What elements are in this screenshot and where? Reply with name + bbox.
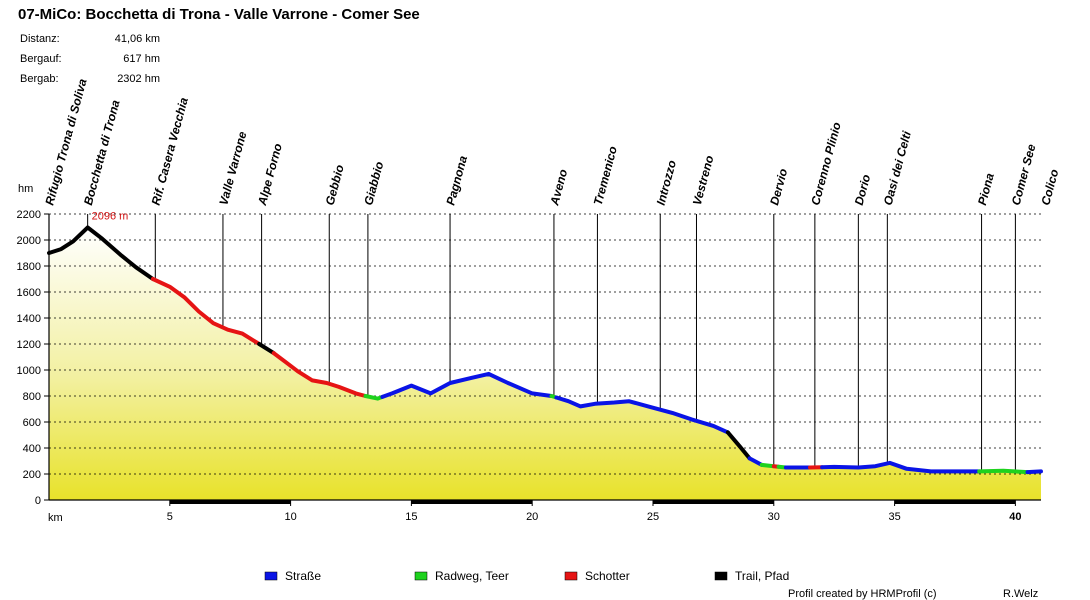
waypoint-label: Comer See [1009,142,1039,206]
legend-swatch-trail [714,571,728,581]
x-tick-label: 30 [768,511,780,523]
profile-segment [271,351,368,398]
waypoint-label: Piona [975,171,997,206]
legend-label-trail: Trail, Pfad [735,569,789,583]
waypoint-label: Dorio [852,173,874,207]
waypoint-label: Bocchetta di Trona [81,98,123,207]
legend-item-radweg: Radweg, Teer [414,569,509,583]
y-tick-label: 1000 [17,365,41,377]
profile-area [49,227,1041,500]
profile-segment [725,430,752,461]
chart-title: 07-MiCo: Bocchetta di Trona - Valle Varr… [18,6,420,23]
waypoint-label: Tremenico [591,145,620,207]
x-axis-label: km [48,512,63,524]
profile-segment [150,277,262,346]
y-tick-label: 600 [23,417,41,429]
legend-swatch-radweg [414,571,428,581]
legend-label-schotter: Schotter [585,569,630,583]
stat-descent-value: 2302 hm [117,73,160,85]
profile-segment [554,395,730,435]
x-axis-band [652,500,774,504]
profile-segment [1025,469,1043,475]
profile-segment [380,371,554,399]
profile-segment [759,462,776,469]
waypoint-label: Aveno [547,168,570,208]
profile-segment [820,460,982,474]
x-axis-band [411,500,533,504]
x-tick-label: 25 [647,511,659,523]
waypoint-lines [87,214,1016,472]
axes: 5 10 15 20 25 30 35 40 [48,214,1041,523]
stat-distance-value: 41,06 km [115,33,160,45]
legend: Straße Radweg, Teer Schotter Trail, Pfad [264,569,789,583]
legend-item-schotter: Schotter [564,569,630,583]
legend-item-trail: Trail, Pfad [714,569,789,583]
max-elevation-label: 2096 m [92,211,129,223]
waypoint-label: Valle Varrone [216,130,249,207]
stat-distance-label: Distanz: [20,33,60,45]
x-tick-label: 5 [167,511,173,523]
legend-swatch-strasse [264,571,278,581]
y-tick-label: 1600 [17,287,41,299]
waypoint-label: Vestreno [690,154,717,207]
author-text: R.Welz [1003,588,1038,600]
waypoint-label: Dervio [767,167,790,207]
x-axis-band [894,500,1016,504]
profile-segment [363,394,385,401]
y-tick-label: 1400 [17,313,41,325]
legend-item-strasse: Straße [264,569,321,583]
legend-label-radweg: Radweg, Teer [435,569,509,583]
x-tick-label: 20 [526,511,538,523]
profile-fill [49,227,1041,500]
waypoint-label: Rifugio Trona di Soliva [42,77,89,207]
y-tick-label: 1800 [17,261,41,273]
credit-text: Profil created by HRMProfil (c) [788,588,937,600]
x-tick-label: 10 [284,511,296,523]
y-axis-label: hm [18,183,33,195]
legend-swatch-schotter [564,571,578,581]
y-tick-label: 1200 [17,339,41,351]
profile-segment [47,225,155,281]
y-tick-label: 800 [23,391,41,403]
y-tick-label: 400 [23,443,41,455]
waypoint-label: Gebbio [323,163,347,207]
waypoint-label: Alpe Forno [255,142,285,208]
profile-line [47,225,1043,475]
y-tick-label: 2000 [17,235,41,247]
stat-descent-label: Bergab: [20,73,59,85]
legend-label-strasse: Straße [285,569,321,583]
x-tick-label: 15 [405,511,417,523]
waypoint-label: Introzzo [654,159,679,207]
profile-segment [977,468,1030,475]
profile-segment [747,456,764,467]
x-tick-label: 40 [1009,511,1021,523]
y-tick-label: 200 [23,469,41,481]
x-axis-band [169,500,291,504]
waypoint-label: Pagnona [443,154,470,207]
x-tick-label: 35 [888,511,900,523]
waypoint-label: Colico [1038,168,1061,207]
y-tick-label: 2200 [17,209,41,221]
profile-segment [257,342,276,356]
waypoint-label: Giabbio [361,160,386,207]
stats-block: Distanz: 41,06 km Bergauf: 617 hm Bergab… [20,33,160,85]
stat-ascent-label: Bergauf: [20,53,62,65]
waypoint-label: Rif. Casera Vecchia [149,96,191,207]
waypoint-label: Oasi dei Celti [881,129,914,207]
y-tick-label: 0 [35,495,41,507]
waypoint-label: Corenno Plinio [808,121,844,207]
stat-ascent-value: 617 hm [123,53,160,65]
